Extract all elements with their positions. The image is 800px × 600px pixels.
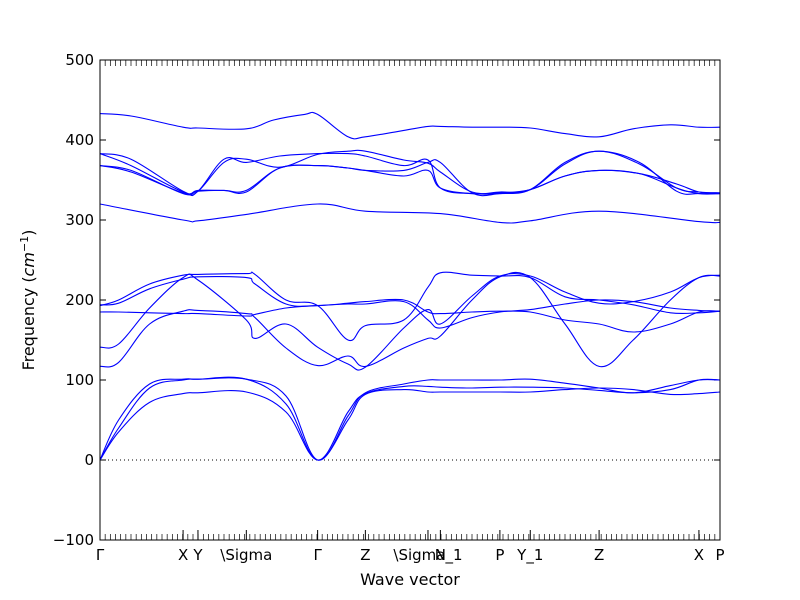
x-tick-label: N [435, 546, 446, 564]
y-tick-label: 100 [65, 371, 94, 389]
x-tick-label: \Sigma [220, 546, 272, 564]
x-tick-label: P [495, 546, 504, 564]
band-line-4 [99, 271, 721, 368]
y-tick-label: −100 [53, 531, 94, 549]
x-tick-label: X [178, 546, 188, 564]
y-axis-label-text: Frequency ( [19, 276, 38, 370]
band-line-3 [99, 387, 721, 461]
band-line-8 [99, 276, 721, 333]
x-tick-label: \Sigma_1 [393, 546, 462, 565]
x-axis-label: Wave vector [360, 570, 460, 589]
y-axis-label-close: ) [19, 230, 38, 236]
x-tick-label: Y_1 [516, 546, 543, 565]
x-tick-label: Z [594, 546, 604, 564]
band-line-5 [99, 273, 721, 371]
y-ticks: −100 0 100 200 300 400 500 [53, 51, 720, 549]
y-tick-label: 300 [65, 211, 94, 229]
x-tick-label: Γ [96, 546, 105, 564]
band-line-11 [99, 150, 721, 197]
band-line-2 [99, 377, 721, 461]
y-tick-label: 200 [65, 291, 94, 309]
band-line-13 [99, 164, 721, 195]
x-tick-label: P [715, 546, 724, 564]
x-tick-label: Z [360, 546, 370, 564]
band-lines [99, 111, 721, 461]
y-tick-label: 500 [65, 51, 94, 69]
x-tick-label: Y [192, 546, 203, 564]
x-tick-label: Γ [313, 546, 322, 564]
band-line-6 [99, 299, 721, 329]
band-line-14 [99, 111, 721, 140]
y-axis-label-exponent: −1 [18, 236, 31, 252]
x-ticks: Γ X Y \Sigma Γ Z \Sigma_1N P Y_1 Z X P [96, 60, 725, 565]
y-axis-label-unit: cm [19, 252, 38, 276]
y-tick-label: 0 [84, 451, 94, 469]
x-tick-label: X [694, 546, 704, 564]
plot-frame [99, 59, 721, 541]
band-line-9 [99, 203, 721, 224]
band-line-7 [99, 271, 721, 342]
y-tick-label: 400 [65, 131, 94, 149]
y-axis-label: Frequency (cm−1) [18, 230, 38, 371]
